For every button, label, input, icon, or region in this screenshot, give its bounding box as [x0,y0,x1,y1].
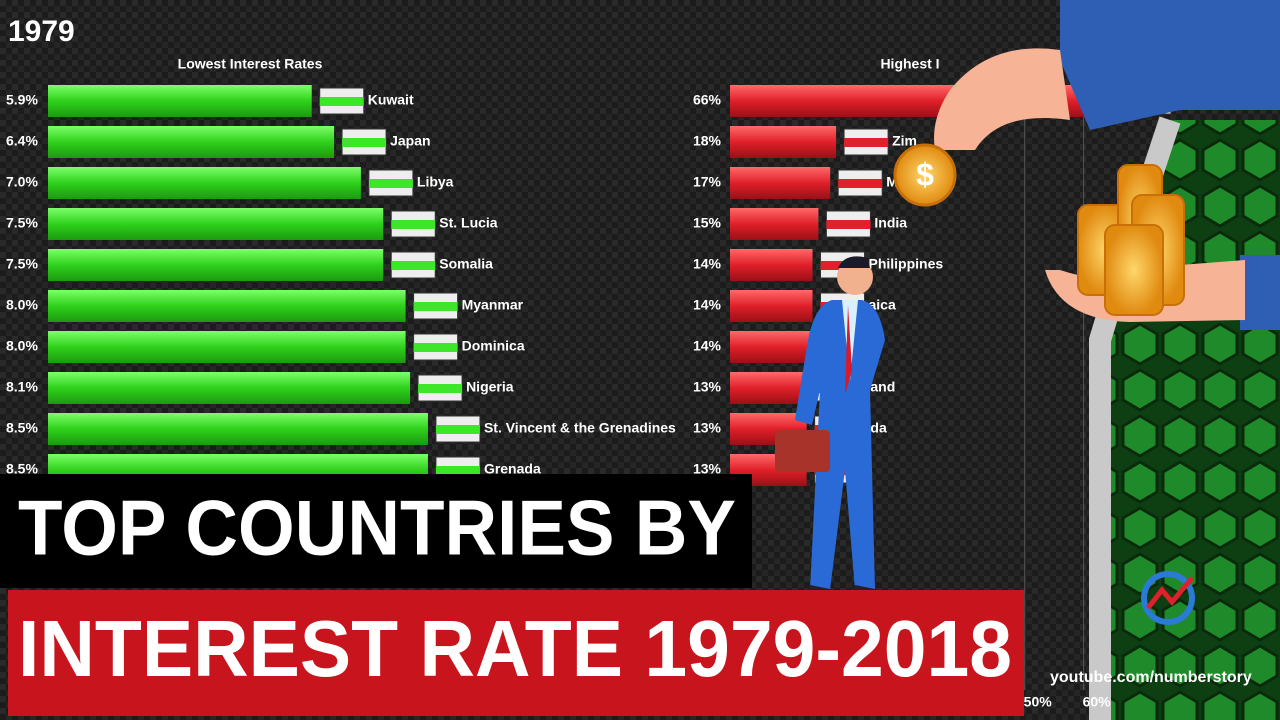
bar [730,167,831,199]
bar [48,167,361,199]
bar [730,290,813,322]
flag [413,302,458,311]
illustration: $ 50% 60% [775,0,1280,720]
value-label: 5.9% [6,92,38,108]
category-label: M [886,174,898,190]
flag [435,425,480,434]
year: 1979 [8,15,75,48]
category-label: St. Lucia [439,215,498,231]
headline-box [8,590,1024,716]
value-label: 13% [693,420,722,436]
x-tick-label: 50% [1024,694,1053,710]
value-label: 6.4% [6,133,38,149]
category-label: Zim [892,133,917,149]
flag [319,97,364,106]
value-label: 7.0% [6,174,38,190]
category-label: Grenada [484,461,541,477]
flag [342,138,387,147]
bar [730,126,837,158]
charts: Lowest Interest Rates 5.9% Kuwait 6.4% Japan… [6,56,1216,690]
bar [48,126,335,158]
category-label: Dominica [462,338,525,354]
chart-title: Lowest Interest Rates [178,56,323,72]
value-label: 14% [693,338,722,354]
value-label: 8.5% [6,420,38,436]
svg-text:$: $ [916,156,934,192]
category-label: Libya [417,174,454,190]
value-label: 8.5% [6,461,38,477]
value-label: 8.0% [6,297,38,313]
flag [826,220,871,229]
headline: INTEREST RATE 1979-2018 [18,604,1012,693]
category-label: Kuwait [368,92,414,108]
bar [48,372,411,404]
flag [391,220,436,229]
value-label: 66% [693,92,722,108]
category-label: aica [869,297,896,313]
category-label: Myanmar [462,297,524,313]
bar [48,331,406,363]
flag [844,138,889,147]
value-label: 8.1% [6,379,38,395]
value-label: 15% [693,215,722,231]
bar [730,208,819,240]
flag [435,466,480,475]
channel: youtube.com/numberstory [1050,669,1252,686]
bar [48,413,428,445]
category-label: Japan [390,133,430,149]
headline: TOP COUNTRIES BY [18,484,736,572]
flag [413,343,458,352]
bar [48,290,406,322]
category-label: Somalia [439,256,493,272]
value-label: 13% [693,461,722,477]
bar [730,331,813,363]
category-label: Nigeria [466,379,514,395]
value-label: 17% [693,174,722,190]
flag [418,384,463,393]
bar [48,85,312,117]
value-label: 7.5% [6,256,38,272]
bar [730,372,807,404]
value-label: 13% [693,379,722,395]
category-label: India [874,215,907,231]
bar [48,208,384,240]
value-label: 18% [693,133,722,149]
category-label: St. Vincent & the Grenadines [484,420,676,436]
category-label: Philippines [869,256,944,272]
chart-title: Highest I [880,56,939,72]
headline-box [0,474,752,588]
bar [730,249,813,281]
flag [391,261,436,270]
value-label: 14% [693,297,722,313]
value-label: 7.5% [6,215,38,231]
flag [368,179,413,188]
value-label: 14% [693,256,722,272]
x-tick-label: 60% [1083,694,1112,710]
bar [48,249,384,281]
flag [838,179,883,188]
value-label: 8.0% [6,338,38,354]
